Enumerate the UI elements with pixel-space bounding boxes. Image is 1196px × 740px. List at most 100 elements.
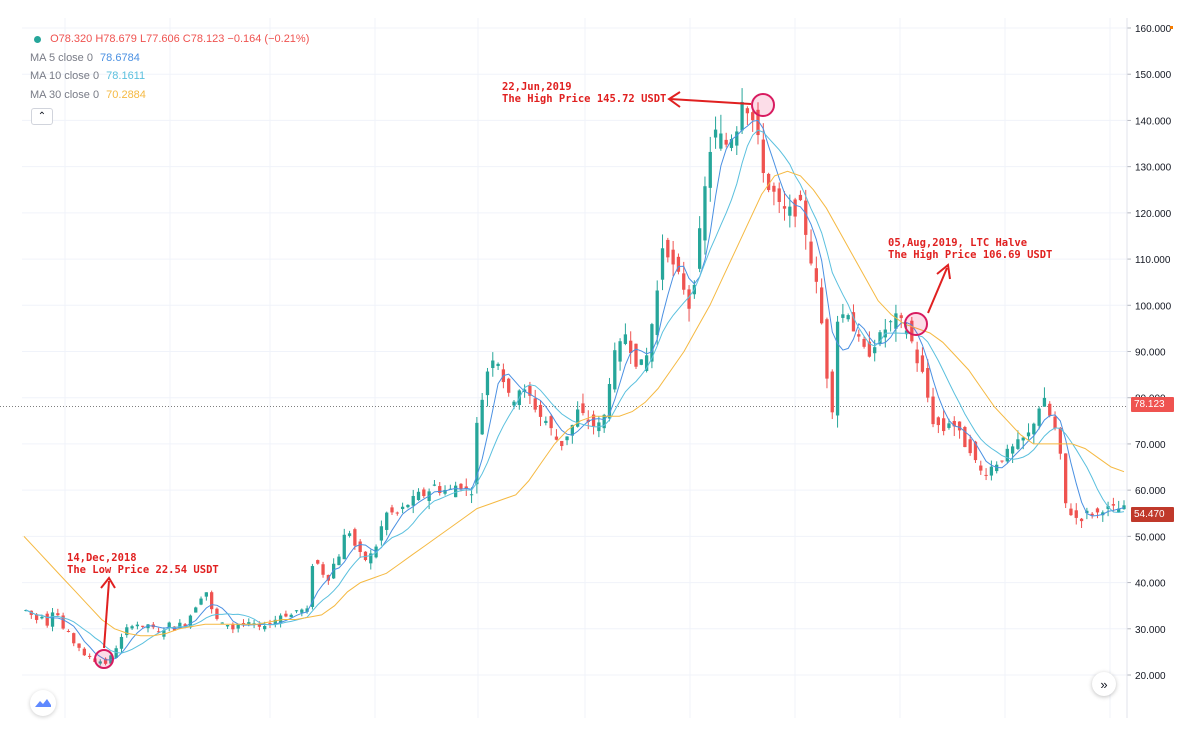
candle-body	[273, 619, 277, 625]
candle-body	[1010, 446, 1015, 454]
candle-body	[814, 268, 818, 282]
chevron-up-icon: ⌃	[37, 111, 47, 122]
candle-body	[268, 623, 272, 625]
candle-body	[851, 312, 856, 332]
candle-body	[332, 563, 336, 579]
candle-body	[1111, 504, 1116, 506]
candle-body	[135, 624, 140, 627]
moving-averages	[23, 119, 1125, 661]
y-tick-label: 50.000	[1135, 532, 1166, 543]
price-axis[interactable]: 20.00030.00040.00050.00060.00070.00080.0…	[1126, 18, 1173, 718]
candle-body	[894, 313, 898, 329]
candle-body	[862, 338, 866, 347]
candle-body	[1021, 437, 1025, 441]
candle-body	[141, 625, 145, 627]
ma30-row[interactable]: MA 30 close 0 70.2884	[30, 86, 309, 105]
candle-body	[1069, 508, 1073, 516]
candle-body	[358, 541, 362, 552]
candle-body	[225, 625, 230, 627]
halve-price-circle	[904, 312, 928, 336]
candle-body	[480, 399, 484, 435]
candle-body	[284, 613, 288, 617]
candle-body	[835, 321, 840, 416]
candle-body	[676, 256, 681, 272]
candle-body	[103, 658, 108, 664]
candle-body	[45, 613, 49, 626]
scroll-to-realtime-button[interactable]: »	[1092, 672, 1116, 696]
candle-body	[888, 321, 893, 323]
candle-body	[952, 421, 956, 427]
candle-body	[820, 287, 824, 324]
candle-body	[204, 592, 208, 597]
candle-body	[666, 239, 670, 258]
candle-body	[400, 506, 405, 510]
candle-body	[777, 188, 781, 202]
candle-body	[650, 324, 654, 362]
high-arrowhead	[667, 91, 681, 108]
ma5-row[interactable]: MA 5 close 0 78.6784	[30, 49, 309, 68]
candle-body	[61, 615, 65, 629]
candle-body	[788, 206, 792, 216]
collapse-legend-button[interactable]: ⌃	[31, 108, 53, 125]
ma30-label: MA 30 close 0	[30, 88, 100, 101]
candle-body	[957, 421, 962, 431]
candle-body	[98, 661, 102, 664]
candle-body	[231, 624, 235, 630]
candle-body	[1037, 408, 1041, 426]
candle-body	[50, 612, 55, 627]
candle-body	[34, 614, 39, 620]
candle-body	[1026, 432, 1031, 437]
candle-body	[422, 489, 426, 497]
candle-body	[1032, 423, 1036, 435]
low-annotation-date: 14,Dec,2018	[67, 552, 137, 564]
low-annotation-text: The Low Price 22.54 USDT	[67, 564, 219, 576]
high-annotation-date: 22,Jun,2019	[502, 81, 572, 93]
ma10-line	[25, 129, 1125, 654]
candle-body	[984, 474, 988, 476]
ma10-label: MA 10 close 0	[30, 70, 100, 82]
candle-body	[342, 534, 346, 560]
candle-body	[1074, 510, 1078, 518]
candle-body	[353, 529, 357, 546]
candle-body	[199, 598, 203, 605]
halve-annotation-date: 05,Aug,2019, LTC Halve	[888, 237, 1028, 249]
candle-body	[591, 414, 596, 427]
candle-body	[411, 495, 415, 506]
tradingview-logo-button[interactable]	[30, 690, 56, 716]
candle-body	[607, 383, 612, 419]
candle-body	[613, 350, 617, 390]
candle-body	[825, 319, 829, 379]
ma30-value: 70.2884	[106, 88, 146, 101]
candle-body	[125, 627, 129, 636]
ma10-row[interactable]: MA 10 close 0 78.1611	[30, 67, 309, 86]
candle-body	[687, 289, 691, 309]
candle-body	[639, 359, 643, 365]
y-tick-label: 120.000	[1135, 209, 1172, 220]
halve-arrowhead	[936, 263, 951, 280]
candle-body	[830, 371, 834, 413]
candle-body	[1053, 416, 1057, 429]
candle-body	[156, 631, 161, 633]
candle-body	[385, 512, 389, 530]
y-tick-label: 60.000	[1135, 486, 1166, 497]
high-arrow-line	[669, 98, 752, 105]
candle-body	[581, 403, 585, 414]
candle-body	[751, 112, 755, 121]
candle-body	[1058, 427, 1062, 454]
candle-body	[782, 206, 787, 209]
candle-body	[432, 484, 437, 486]
candle-body	[809, 241, 813, 264]
candle-body	[459, 483, 463, 489]
candle-body	[1090, 513, 1094, 516]
double-chevron-right-icon: »	[1100, 676, 1108, 692]
candle-body	[337, 556, 341, 566]
candle-body	[968, 439, 972, 454]
candle-body	[278, 615, 283, 623]
candle-body	[40, 616, 44, 619]
candle-body	[644, 355, 649, 371]
candle-body	[294, 610, 299, 612]
y-tick-label: 20.000	[1135, 671, 1166, 682]
candle-body	[1005, 448, 1009, 462]
candle-body	[1122, 505, 1126, 510]
